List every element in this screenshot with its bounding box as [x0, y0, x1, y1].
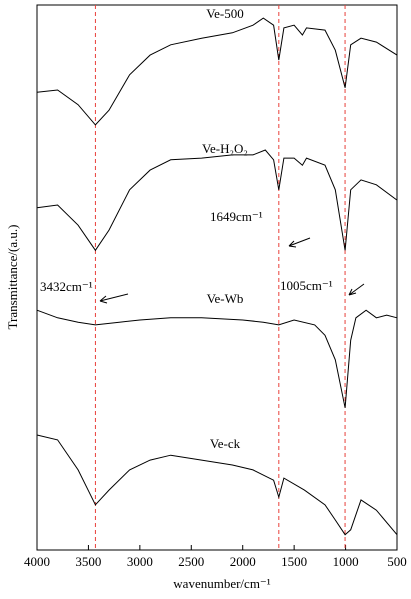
x-tick-label: 2500 [178, 554, 204, 569]
annotation: 3432cm⁻¹ [40, 279, 93, 294]
x-axis-label: wavenumber/cm⁻¹ [173, 576, 270, 591]
x-tick-label: 500 [387, 554, 407, 569]
x-tick-label: 1000 [333, 554, 359, 569]
series-label: Ve-500 [206, 6, 244, 21]
series-label: Ve-ck [210, 436, 241, 451]
annotation: 1649cm⁻¹ [210, 209, 263, 224]
x-tick-label: 1500 [281, 554, 307, 569]
spectrum-line [36, 309, 398, 408]
x-tick-label: 3000 [127, 554, 153, 569]
series-label: Ve-H₂O₂ [202, 141, 248, 156]
series-label: Ve-Wb [207, 291, 244, 306]
spectrum-line [36, 149, 398, 252]
plot-frame [36, 4, 398, 551]
arrows [99, 237, 365, 304]
spectrum-line [36, 17, 398, 126]
spectrum-line [36, 434, 398, 536]
annotation: 1005cm⁻¹ [280, 278, 333, 293]
y-axis-label: Transmittance/(a.u.) [5, 225, 20, 330]
x-tick-label: 4000 [24, 554, 50, 569]
x-tick-label: 2000 [230, 554, 256, 569]
x-tick-label: 3500 [75, 554, 101, 569]
